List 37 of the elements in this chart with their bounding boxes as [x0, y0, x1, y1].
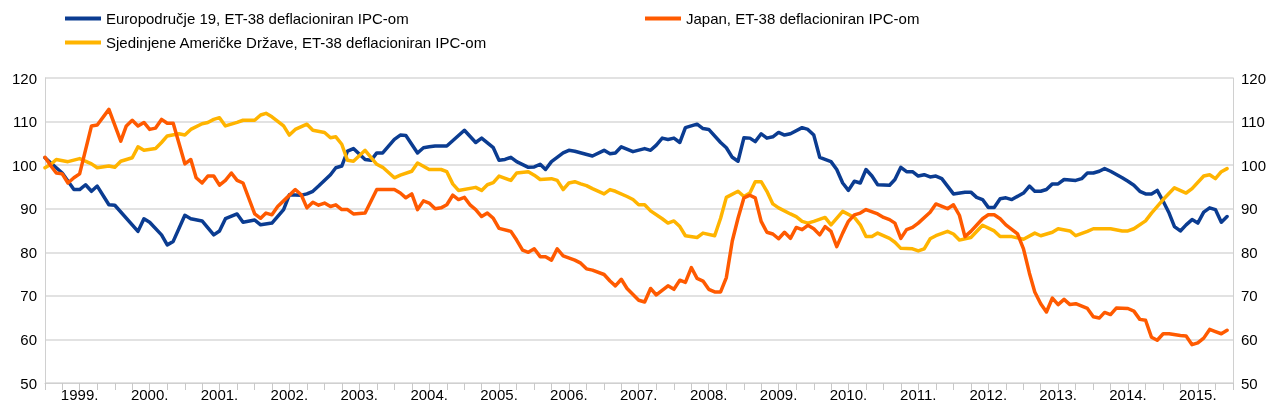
y-tick-label: 100 [11, 156, 37, 174]
y-tick-label: 80 [20, 243, 37, 261]
y2-tick-label: 120 [1241, 69, 1267, 87]
y-tick-label: 50 [20, 374, 37, 392]
x-tick-label: 2006. [550, 386, 588, 403]
x-tick-label: 2000. [130, 386, 169, 403]
x-tick-label: 1999. [60, 386, 99, 403]
y2-tick-label: 50 [1241, 374, 1258, 392]
x-tick-label: 2011. [900, 386, 937, 403]
y-tick-label: 70 [20, 287, 37, 305]
y2-tick-label: 80 [1241, 243, 1258, 261]
x-tick-label: 2009. [759, 386, 798, 403]
x-tick-label: 2012. [969, 386, 1008, 403]
y2-tick-label: 100 [1241, 156, 1267, 174]
legend-label: Japan, ET-38 deflacioniran IPC-om [686, 10, 920, 27]
x-tick-label: 2005. [480, 386, 518, 403]
y2-tick-label: 70 [1241, 287, 1258, 305]
y2-tick-label: 110 [1241, 113, 1265, 131]
x-tick-label: 2001. [200, 386, 239, 403]
x-tick-label: 2014. [1109, 386, 1147, 403]
y-tick-label: 120 [11, 69, 37, 87]
y2-tick-label: 90 [1241, 200, 1258, 218]
x-tick-label: 2013. [1039, 386, 1077, 403]
x-tick-label: 2004. [410, 386, 448, 403]
x-tick-label: 2010. [829, 386, 868, 403]
y-tick-label: 60 [20, 330, 37, 348]
legend-label: Sjedinjene Američke Države, ET-38 deflacioniran IPC-om [106, 34, 487, 51]
x-tick-label: 2002. [270, 386, 309, 403]
y-tick-label: 110 [13, 113, 37, 131]
x-tick-label: 2007. [619, 386, 658, 403]
y2-tick-label: 60 [1241, 330, 1258, 348]
x-tick-label: 2015. [1179, 386, 1217, 403]
line-series [43, 107, 1229, 347]
legend-label: Europodručje 19, ET-38 deflacioniran IPC-om [106, 10, 409, 27]
y-tick-label: 90 [20, 200, 37, 218]
x-tick-label: 2008. [689, 386, 728, 403]
x-tick-label: 2003. [340, 386, 378, 403]
